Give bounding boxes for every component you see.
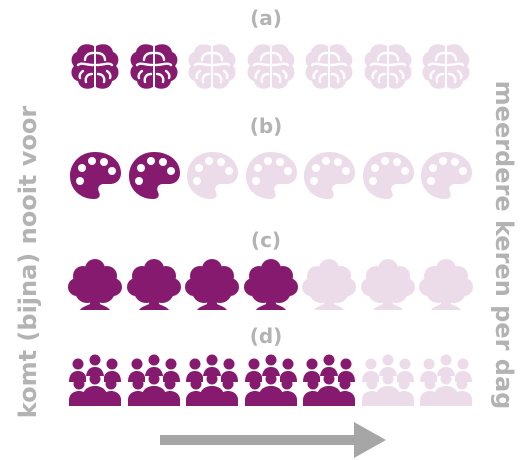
palette-icon-filled [70,152,121,199]
icon-row-c [66,256,476,314]
palette-icon-empty [421,152,472,199]
brain-icon-empty [305,44,353,89]
brain-icon-empty [363,44,412,89]
tree-icon-filled [185,259,239,310]
tree-icon-empty [360,259,415,310]
tree-icon-filled [68,259,122,310]
brain-icon-empty [246,44,295,89]
people-group-icon-empty [361,354,414,406]
tree-icon-filled [126,259,181,310]
left-axis-label: komt (bijna) nooit voor [14,105,42,419]
icon-row-b [66,146,476,204]
arrow-shaft [160,435,356,445]
row-label-a: (a) [250,6,282,30]
palette-icon-empty [362,152,414,199]
tree-icon-empty [419,259,473,310]
palette-icon-empty [187,152,238,199]
frequency-arrow [160,422,386,458]
people-group-icon-filled [69,354,121,406]
tree-icon-empty [302,259,356,310]
arrow-head [354,422,386,458]
brain-icon-filled [129,44,178,89]
people-group-icon-filled [186,354,238,406]
people-group-icon-filled [127,354,180,406]
people-group-icon-filled [244,354,297,406]
row-label-d: (d) [249,324,283,348]
row-label-b: (b) [249,114,283,138]
tree-icon-filled [243,259,298,310]
people-group-icon-empty [420,354,472,406]
icon-row-a [66,38,476,96]
brain-icon-empty [188,44,236,89]
palette-icon-empty [245,152,297,199]
brain-icon-empty [422,44,470,89]
icon-row-d [66,352,476,410]
palette-icon-filled [128,152,180,199]
row-label-c: (c) [250,228,282,252]
people-group-icon-filled [303,354,355,406]
brain-icon-filled [71,44,119,89]
palette-icon-empty [304,152,355,199]
